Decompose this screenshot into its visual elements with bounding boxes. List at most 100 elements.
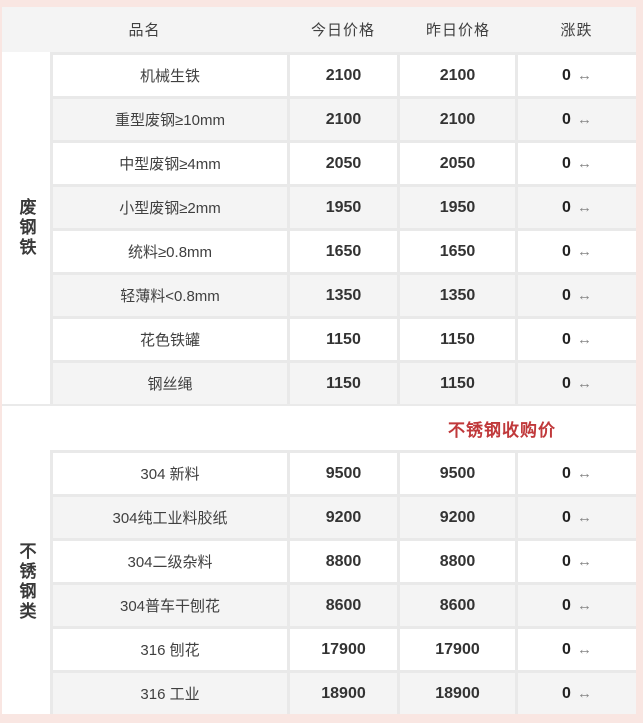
yesterday-price-cell: 1350: [400, 275, 515, 316]
no-change-arrow-icon: ↔: [576, 597, 592, 614]
yesterday-price-cell: 1650: [400, 231, 515, 272]
stainless-rows: 304 新料 9500 9500 0 ↔ 304纯工业料胶纸 9200 9200 …: [53, 450, 636, 714]
product-name-cell: 重型废钢≥10mm: [53, 99, 287, 140]
today-price-cell: 2100: [290, 99, 397, 140]
yesterday-price-cell: 2050: [400, 143, 515, 184]
today-price-cell: 18900: [290, 673, 397, 714]
no-change-arrow-icon: ↔: [576, 465, 592, 482]
change-value: 0: [562, 66, 571, 84]
product-name-cell: 316 刨花: [53, 629, 287, 670]
product-name-cell: 轻薄料<0.8mm: [53, 275, 287, 316]
today-price-cell: 8800: [290, 541, 397, 582]
yesterday-price-cell: 1150: [400, 319, 515, 360]
yesterday-price-cell: 1150: [400, 363, 515, 404]
yesterday-price-cell: 8600: [400, 585, 515, 626]
product-name-cell: 中型废钢≥4mm: [53, 143, 287, 184]
product-name-cell: 统料≥0.8mm: [53, 231, 287, 272]
category-label-scrap: 废钢铁: [16, 198, 36, 258]
today-price-cell: 1150: [290, 363, 397, 404]
no-change-arrow-icon: ↔: [576, 375, 592, 392]
table-row: 316 工业 18900 18900 0 ↔: [53, 673, 636, 714]
no-change-arrow-icon: ↔: [576, 243, 592, 260]
table-row: 304 新料 9500 9500 0 ↔: [53, 453, 636, 494]
change-cell: 0 ↔: [518, 231, 636, 272]
change-cell: 0 ↔: [518, 55, 636, 96]
no-change-arrow-icon: ↔: [576, 155, 592, 172]
yesterday-price-cell: 17900: [400, 629, 515, 670]
table-row: 304二级杂料 8800 8800 0 ↔: [53, 541, 636, 582]
yesterday-price-cell: 18900: [400, 673, 515, 714]
table-row: 中型废钢≥4mm 2050 2050 0 ↔: [53, 143, 636, 184]
no-change-arrow-icon: ↔: [576, 111, 592, 128]
no-change-arrow-icon: ↔: [576, 553, 592, 570]
col-header-yesterday: 昨日价格: [425, 22, 490, 39]
yesterday-price-cell: 2100: [400, 99, 515, 140]
no-change-arrow-icon: ↔: [576, 509, 592, 526]
change-cell: 0 ↔: [518, 453, 636, 494]
no-change-arrow-icon: ↔: [576, 287, 592, 304]
today-price-cell: 2050: [290, 143, 397, 184]
scrap-rows: 机械生铁 2100 2100 0 ↔ 重型废钢≥10mm 2100 2100 0 ↔…: [53, 52, 636, 404]
table-row: 304普车干刨花 8600 8600 0 ↔: [53, 585, 636, 626]
stainless-subheader-band: 不锈钢收购价: [2, 404, 636, 450]
no-change-arrow-icon: ↔: [576, 67, 592, 84]
product-name-cell: 316 工业: [53, 673, 287, 714]
yesterday-price-cell: 1950: [400, 187, 515, 228]
product-name-cell: 小型废钢≥2mm: [53, 187, 287, 228]
table-row: 轻薄料<0.8mm 1350 1350 0 ↔: [53, 275, 636, 316]
change-cell: 0 ↔: [518, 363, 636, 404]
change-value: 0: [562, 684, 571, 702]
today-price-cell: 8600: [290, 585, 397, 626]
scrap-steel-section: 废钢铁 机械生铁 2100 2100 0 ↔ 重型废钢≥10mm 2100 210…: [2, 52, 636, 404]
col-header-today: 今日价格: [310, 22, 375, 39]
product-name-cell: 304普车干刨花: [53, 585, 287, 626]
today-price-cell: 1350: [290, 275, 397, 316]
change-value: 0: [562, 596, 571, 614]
change-value: 0: [562, 154, 571, 172]
change-value: 0: [562, 198, 571, 216]
category-cell-scrap: 废钢铁: [2, 52, 50, 404]
change-cell: 0 ↔: [518, 187, 636, 228]
product-name-cell: 304纯工业料胶纸: [53, 497, 287, 538]
change-value: 0: [562, 110, 571, 128]
table-row: 机械生铁 2100 2100 0 ↔: [53, 55, 636, 96]
yesterday-price-cell: 9500: [400, 453, 515, 494]
product-name-cell: 304 新料: [53, 453, 287, 494]
today-price-cell: 1950: [290, 187, 397, 228]
change-value: 0: [562, 330, 571, 348]
table-header-row: 品名 今日价格 昨日价格 涨跌: [2, 7, 636, 52]
change-value: 0: [562, 464, 571, 482]
product-name-cell: 花色铁罐: [53, 319, 287, 360]
change-value: 0: [562, 508, 571, 526]
stainless-steel-section: 不锈钢类 304 新料 9500 9500 0 ↔ 304纯工业料胶纸 9200 …: [2, 450, 636, 714]
table-row: 统料≥0.8mm 1650 1650 0 ↔: [53, 231, 636, 272]
today-price-cell: 9200: [290, 497, 397, 538]
category-cell-stainless: 不锈钢类: [2, 450, 50, 714]
change-value: 0: [562, 640, 571, 658]
product-name-cell: 机械生铁: [53, 55, 287, 96]
today-price-cell: 9500: [290, 453, 397, 494]
product-name-cell: 钢丝绳: [53, 363, 287, 404]
change-value: 0: [562, 374, 571, 392]
col-header-change: 涨跌: [560, 22, 593, 39]
no-change-arrow-icon: ↔: [576, 685, 592, 702]
table-row: 钢丝绳 1150 1150 0 ↔: [53, 363, 636, 404]
today-price-cell: 1650: [290, 231, 397, 272]
change-cell: 0 ↔: [518, 585, 636, 626]
price-table: 品名 今日价格 昨日价格 涨跌 废钢铁 机械生铁 2100 2100 0 ↔ 重型…: [2, 7, 636, 714]
today-price-cell: 17900: [290, 629, 397, 670]
change-cell: 0 ↔: [518, 629, 636, 670]
yesterday-price-cell: 8800: [400, 541, 515, 582]
no-change-arrow-icon: ↔: [576, 641, 592, 658]
today-price-cell: 1150: [290, 319, 397, 360]
change-cell: 0 ↔: [518, 541, 636, 582]
change-cell: 0 ↔: [518, 497, 636, 538]
table-row: 小型废钢≥2mm 1950 1950 0 ↔: [53, 187, 636, 228]
yesterday-price-cell: 2100: [400, 55, 515, 96]
table-row: 重型废钢≥10mm 2100 2100 0 ↔: [53, 99, 636, 140]
table-row: 304纯工业料胶纸 9200 9200 0 ↔: [53, 497, 636, 538]
table-row: 316 刨花 17900 17900 0 ↔: [53, 629, 636, 670]
table-row: 花色铁罐 1150 1150 0 ↔: [53, 319, 636, 360]
change-value: 0: [562, 242, 571, 260]
